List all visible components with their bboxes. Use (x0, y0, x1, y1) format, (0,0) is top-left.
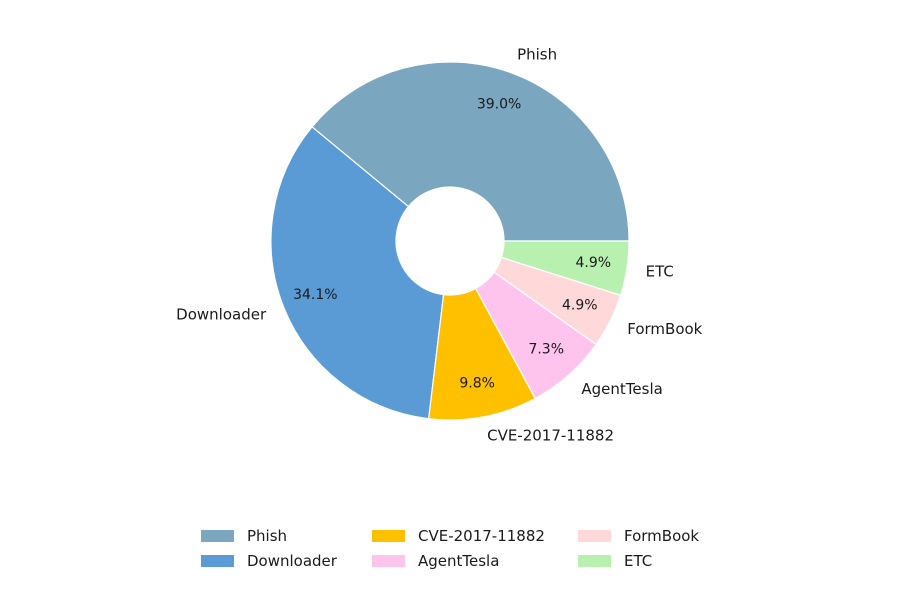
pie-labels: 39.0% Phish 34.1% Downloader 9.8% CVE-2017-11… (176, 46, 703, 445)
legend-swatch-cve-2017-11882 (372, 530, 405, 542)
chart-legend: Phish Downloader CVE-2017-11882 AgentTesla F… (201, 527, 699, 570)
pct-label-phish: 39.0% (477, 97, 521, 113)
legend-label-agenttesla: AgentTesla (418, 552, 499, 570)
legend-swatch-phish (201, 530, 234, 542)
pie-slices (270, 61, 630, 421)
slice-label-cve-2017-11882: CVE-2017-11882 (487, 426, 614, 444)
legend-label-cve-2017-11882: CVE-2017-11882 (418, 527, 545, 545)
pct-label-downloader: 34.1% (293, 287, 337, 303)
legend-label-downloader: Downloader (247, 552, 338, 570)
legend-label-phish: Phish (247, 527, 287, 545)
pie-slice-downloader (270, 126, 445, 420)
pie-slice-phish (311, 61, 630, 242)
legend-swatch-downloader (201, 555, 234, 567)
pie-slice-etc (500, 240, 630, 296)
legend-swatch-agenttesla (372, 555, 405, 567)
pct-label-formbook: 4.9% (562, 298, 598, 314)
pct-label-cve-2017-11882: 9.8% (459, 375, 495, 391)
slice-label-formbook: FormBook (627, 320, 702, 338)
pct-label-etc: 4.9% (575, 255, 611, 271)
legend-swatch-etc (578, 555, 611, 567)
slice-label-phish: Phish (517, 46, 557, 64)
slice-label-agenttesla: AgentTesla (581, 380, 662, 398)
legend-swatch-formbook (578, 530, 611, 542)
legend-label-formbook: FormBook (624, 527, 699, 545)
slice-label-etc: ETC (646, 262, 674, 280)
slice-label-downloader: Downloader (176, 305, 267, 323)
pct-label-agenttesla: 7.3% (528, 341, 564, 357)
legend-label-etc: ETC (624, 552, 652, 570)
